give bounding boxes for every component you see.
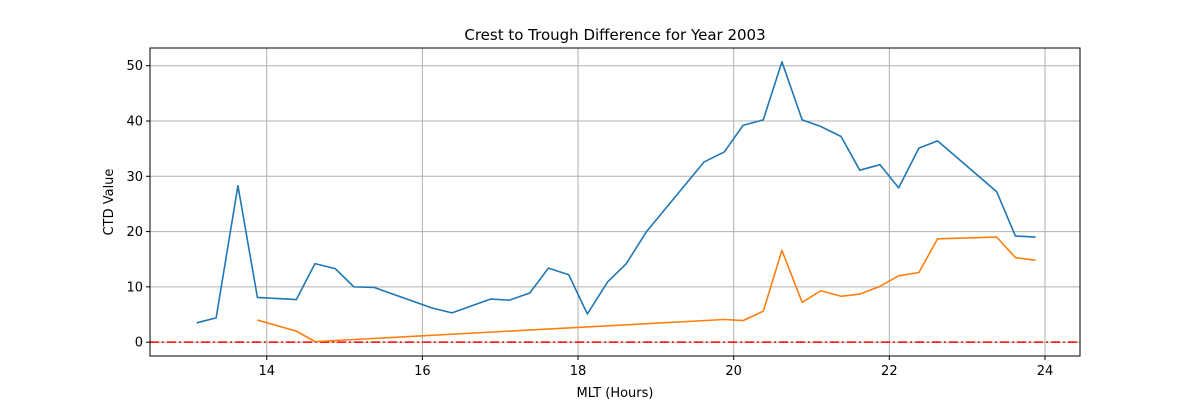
y-tick-label: 20 [126, 225, 143, 240]
x-tick-label: 14 [258, 364, 275, 379]
x-tick-label: 24 [1037, 364, 1054, 379]
y-tick-label: 50 [126, 59, 143, 74]
axis-ticks: 14 16 18 20 22 24 0 10 20 30 40 50 [126, 59, 1053, 379]
y-tick-label: 10 [126, 280, 143, 295]
grid-lines [150, 48, 1080, 356]
series-line-2 [257, 236, 1036, 343]
x-tick-label: 18 [570, 364, 587, 379]
x-tick-label: 16 [414, 364, 431, 379]
y-tick-label: 0 [135, 336, 143, 351]
plot-frame [149, 47, 1081, 357]
y-tick-label: 40 [126, 114, 143, 129]
chart-title: Crest to Trough Difference for Year 2003 [464, 26, 765, 44]
x-tick-label: 20 [725, 364, 742, 379]
series-line-1 [196, 61, 1036, 324]
y-tick-label: 30 [126, 170, 143, 185]
y-axis-label: CTD Value [102, 169, 117, 236]
series-lines [196, 61, 1036, 343]
x-axis-label: MLT (Hours) [577, 386, 654, 400]
x-tick-label: 22 [881, 364, 898, 379]
